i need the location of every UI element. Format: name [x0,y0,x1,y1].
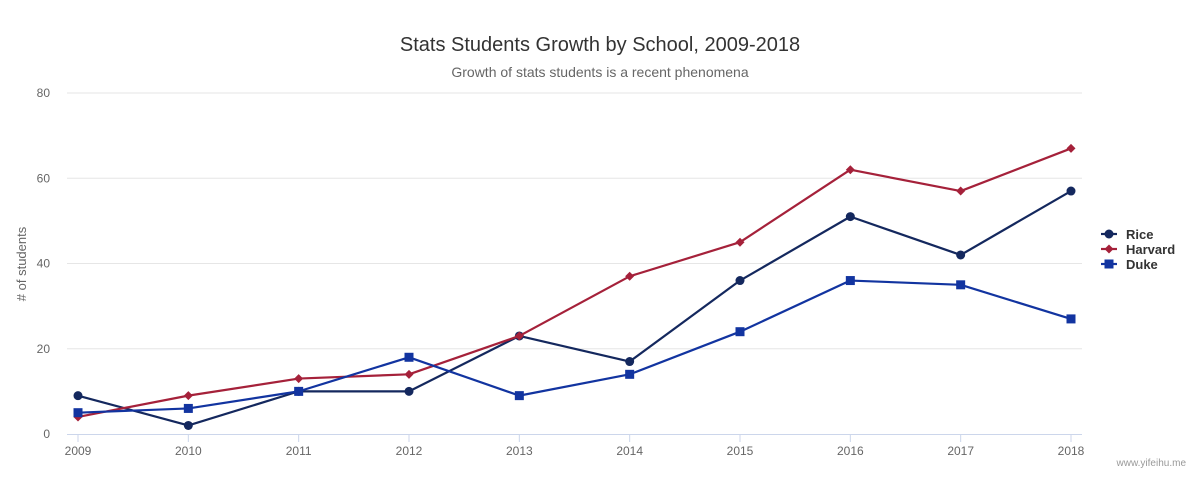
data-point-harvard[interactable] [625,271,635,281]
x-tick-label: 2012 [396,444,423,458]
data-point-rice[interactable] [735,276,745,286]
data-point-duke[interactable] [1066,314,1076,324]
x-tick-label: 2014 [616,444,643,458]
data-point-rice[interactable] [845,212,855,222]
data-point-harvard[interactable] [183,391,193,401]
data-point-duke[interactable] [294,386,304,396]
data-point-rice[interactable] [625,357,635,367]
legend-marker-duke[interactable] [1104,259,1114,269]
data-point-harvard[interactable] [514,331,524,341]
data-point-duke[interactable] [625,369,635,379]
x-tick-label: 2015 [727,444,754,458]
series-line-duke[interactable] [76,279,1073,414]
data-point-duke[interactable] [956,280,966,290]
legend-item-rice[interactable]: Rice [1101,227,1153,242]
data-point-harvard[interactable] [956,186,966,196]
x-tick-label: 2011 [286,444,312,458]
series-line-rice[interactable] [76,189,1073,427]
chart-title: Stats Students Growth by School, 2009-20… [400,34,800,56]
data-point-rice[interactable] [73,391,83,401]
legend-item-duke[interactable]: Duke [1101,257,1158,272]
series-duke [73,276,1076,418]
data-point-duke[interactable] [735,327,745,337]
data-point-duke[interactable] [404,352,414,362]
data-point-duke[interactable] [73,408,83,418]
x-tick-label: 2010 [175,444,202,458]
chart-subtitle: Growth of stats students is a recent phe… [451,64,748,80]
data-point-duke[interactable] [183,403,193,413]
x-tick-label: 2016 [837,444,864,458]
legend-label-duke: Duke [1126,257,1158,272]
x-axis: 0 20 40 60 80 2009 2010 2011 2012 2013 2014 2015 201… [37,86,1085,458]
data-point-harvard[interactable] [845,165,855,175]
data-point-rice[interactable] [404,386,414,396]
x-tick-label: 2009 [65,444,92,458]
gridlines [67,92,1082,350]
series-rice [73,186,1076,430]
data-point-rice[interactable] [183,420,193,430]
x-tick-label: 2013 [506,444,533,458]
data-point-rice[interactable] [956,250,966,260]
data-point-duke[interactable] [514,391,524,401]
data-point-duke[interactable] [845,276,855,286]
y-tick-label: 60 [37,171,51,185]
legend-marker-harvard[interactable] [1104,244,1114,254]
data-point-harvard[interactable] [735,237,745,247]
legend-label-rice: Rice [1126,227,1153,242]
y-tick-label: 20 [37,342,51,356]
series-lines [73,143,1076,430]
data-point-harvard[interactable] [1066,143,1076,153]
legend-marker-rice[interactable] [1104,229,1114,239]
credit-text[interactable]: www.yifeihu.me [1116,458,1187,469]
series-line-harvard[interactable] [76,147,1073,419]
x-tick-label: 2017 [947,444,974,458]
data-point-harvard[interactable] [294,374,304,384]
legend-item-harvard[interactable]: Harvard [1101,242,1175,257]
series-harvard [73,143,1076,422]
data-point-rice[interactable] [1066,186,1076,196]
y-tick-label: 40 [37,257,51,271]
y-axis-label: # of students [14,226,29,301]
y-tick-label: 80 [37,86,51,100]
y-tick-label: 0 [43,427,50,441]
x-tick-label: 2018 [1058,444,1085,458]
data-point-harvard[interactable] [404,369,414,379]
legend-label-harvard: Harvard [1126,242,1175,257]
